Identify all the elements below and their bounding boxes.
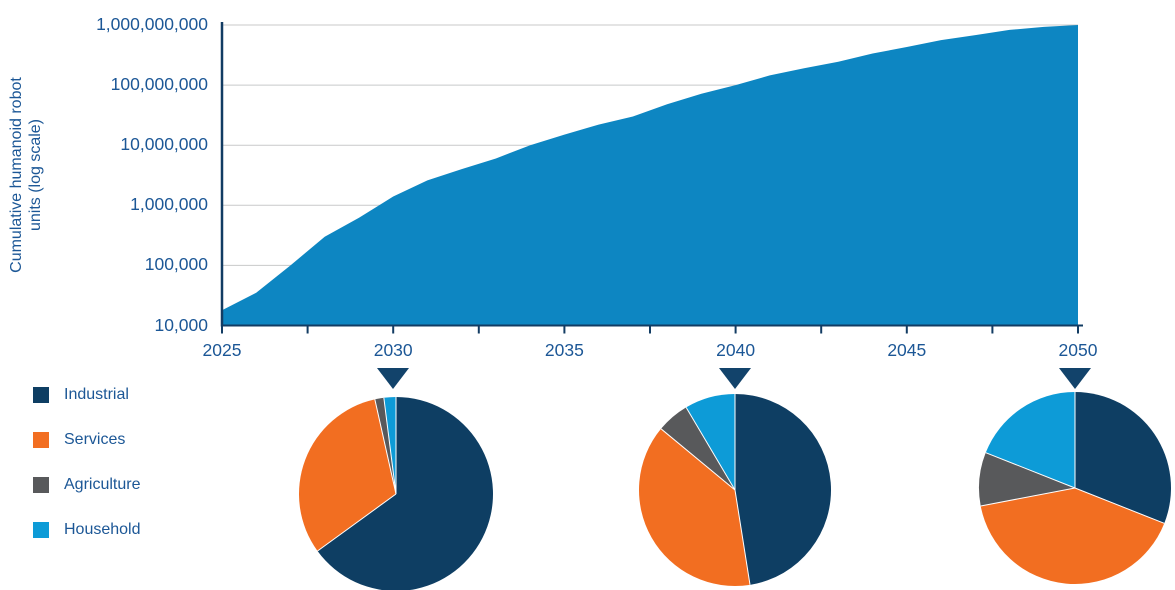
legend-swatch-industrial	[33, 387, 49, 403]
pie-chart-2050	[978, 391, 1172, 590]
pie-slice-separator	[734, 489, 751, 585]
pie-slice-separator	[1074, 487, 1165, 524]
pie-slice-separator	[374, 399, 397, 495]
legend: Industrial Services Agriculture Household	[33, 386, 141, 567]
pie-slice-services	[980, 488, 1165, 585]
pie-slice-separator	[980, 487, 1076, 507]
pie-slice-household	[985, 392, 1075, 488]
legend-item-label: Services	[64, 431, 126, 448]
y-tick-label: 100,000,000	[110, 73, 208, 94]
x-tick-label: 2050	[1058, 340, 1098, 360]
x-tick-label: 2025	[202, 340, 242, 360]
pie-slice-household	[686, 394, 735, 490]
y-axis-title-line2: units (log scale)	[27, 118, 44, 232]
pie-slice-industrial	[735, 394, 832, 585]
arrow-down-icon	[377, 368, 409, 389]
pie-slice-separator	[660, 428, 736, 491]
pie-slice-services	[299, 399, 396, 552]
x-tick-label: 2045	[887, 340, 927, 360]
pie-chart-2040	[638, 393, 832, 590]
y-tick-label: 1,000,000,000	[96, 13, 208, 34]
pie-chart-2030	[298, 396, 494, 590]
pie-slice-industrial	[317, 397, 493, 590]
legend-item-label: Industrial	[64, 386, 129, 403]
pie-slice-agriculture	[978, 452, 1075, 506]
y-tick-label: 10,000	[154, 314, 208, 335]
y-tick-label: 1,000,000	[130, 194, 208, 215]
legend-item-services: Services	[33, 431, 141, 448]
arrow-down-icon	[719, 368, 751, 389]
y-axis-title-line1: Cumulative humanoid robot	[8, 77, 25, 273]
legend-item-label: Agriculture	[64, 476, 141, 493]
x-tick-label: 2040	[716, 340, 756, 360]
pie-slice-services	[638, 428, 751, 587]
x-tick-label: 2030	[373, 340, 413, 360]
pie-slice-industrial	[1075, 392, 1172, 524]
pie-slice-agriculture	[661, 407, 735, 490]
legend-item-label: Household	[64, 521, 141, 538]
pie-slice-separator	[383, 397, 397, 495]
y-axis-title: Cumulative humanoid robot units (log sca…	[7, 35, 45, 315]
x-tick-label: 2035	[544, 340, 584, 360]
legend-swatch-services	[33, 432, 49, 448]
legend-swatch-household	[33, 522, 49, 538]
pie-slice-separator	[317, 493, 397, 552]
legend-swatch-agriculture	[33, 477, 49, 493]
legend-item-agriculture: Agriculture	[33, 476, 141, 493]
arrow-down-icon	[1059, 368, 1091, 389]
legend-item-household: Household	[33, 521, 141, 538]
y-tick-label: 100,000	[144, 254, 208, 275]
pie-slice-separator	[685, 407, 736, 491]
pie-slice-separator	[985, 452, 1076, 489]
area-fill	[222, 25, 1078, 326]
legend-item-industrial: Industrial	[33, 386, 141, 403]
y-tick-label: 10,000,000	[120, 134, 208, 155]
